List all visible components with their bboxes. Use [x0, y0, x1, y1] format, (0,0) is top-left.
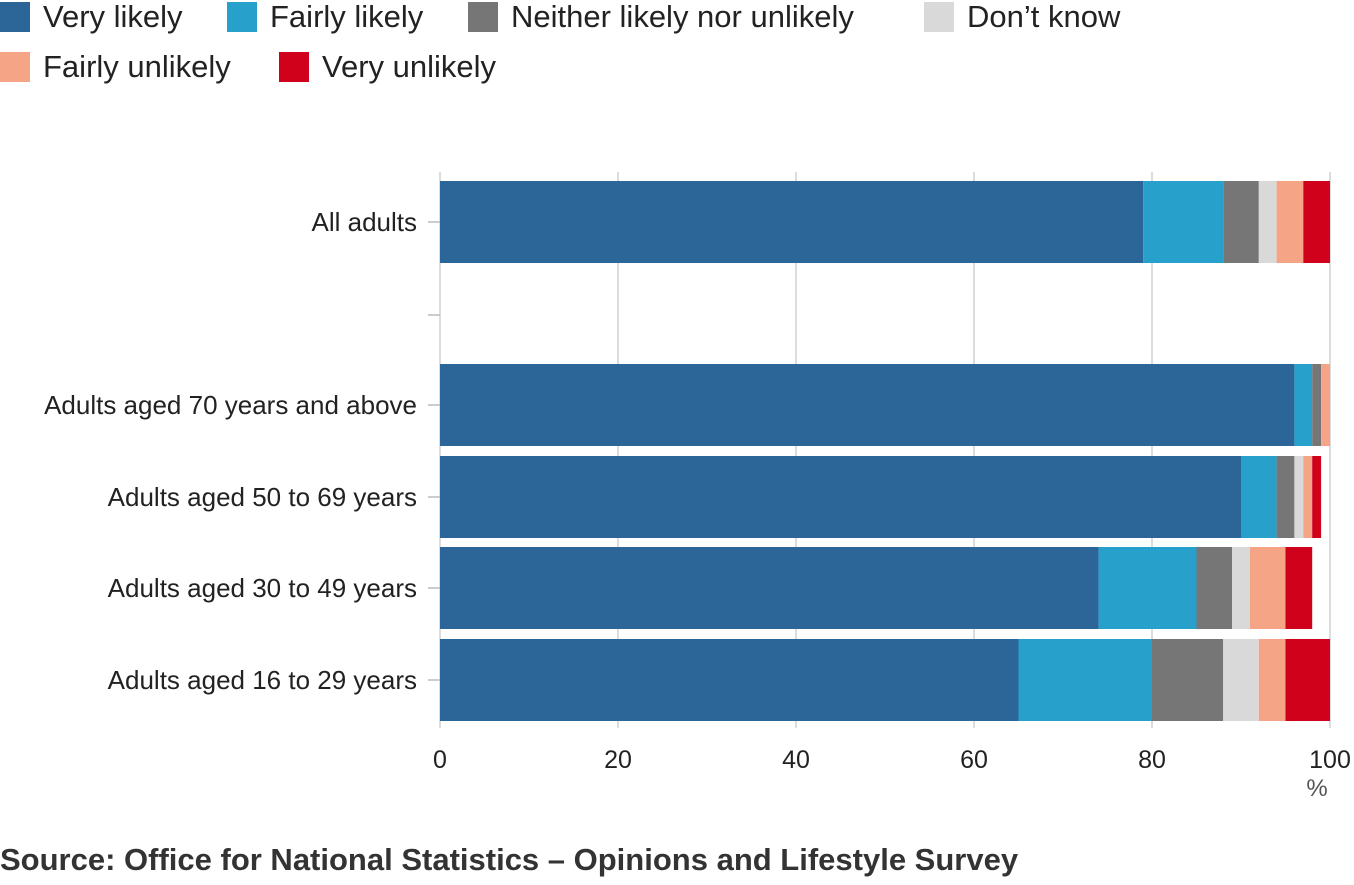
- bar-segment[interactable]: [1276, 181, 1304, 263]
- y-axis: All adults Adults aged 70 years and above…: [44, 207, 440, 695]
- y-tick-label: Adults aged 30 to 49 years: [108, 573, 417, 603]
- legend-label: Very likely: [43, 0, 183, 34]
- bar-segment[interactable]: [1223, 181, 1259, 263]
- legend-swatch: [279, 52, 309, 82]
- bar-segment[interactable]: [1285, 639, 1331, 721]
- bar-segment[interactable]: [1223, 639, 1259, 721]
- bar-segment[interactable]: [1294, 364, 1313, 446]
- legend-label: Don’t know: [967, 0, 1121, 34]
- x-axis: 0 20 40 60 80 100%: [433, 746, 1351, 802]
- y-tick-label: Adults aged 16 to 29 years: [108, 665, 417, 695]
- legend-item-very-unlikely[interactable]: Very unlikely: [279, 49, 497, 84]
- source-note: Source: Office for National Statistics –…: [0, 842, 1019, 877]
- bar-segment[interactable]: [1258, 639, 1286, 721]
- bar-segment[interactable]: [1258, 181, 1277, 263]
- x-tick-label: 60: [960, 746, 988, 774]
- legend-item-very-likely[interactable]: Very likely: [0, 0, 183, 34]
- legend-label: Fairly likely: [270, 0, 424, 34]
- bar-segment[interactable]: [1249, 547, 1286, 629]
- bars: [440, 181, 1330, 721]
- y-tick-label: Adults aged 50 to 69 years: [108, 482, 417, 512]
- bar-segment[interactable]: [1143, 181, 1224, 263]
- legend-item-fairly-unlikely[interactable]: Fairly unlikely: [0, 49, 231, 84]
- bar-segment[interactable]: [1232, 547, 1250, 629]
- legend-swatch: [227, 2, 257, 32]
- legend-label: Very unlikely: [322, 49, 497, 84]
- x-tick-label: 40: [782, 746, 810, 774]
- x-tick-label: 20: [604, 746, 632, 774]
- bar-segment[interactable]: [1321, 364, 1330, 446]
- bar-segment[interactable]: [1018, 639, 1153, 721]
- bar-segment[interactable]: [1303, 456, 1313, 538]
- legend-swatch: [0, 52, 30, 82]
- x-tick-label: 100: [1309, 746, 1351, 774]
- legend-swatch: [468, 2, 498, 32]
- x-tick-label: 0: [433, 746, 447, 774]
- bar-segment[interactable]: [1294, 456, 1304, 538]
- x-tick-label: 80: [1138, 746, 1166, 774]
- bar-segment[interactable]: [440, 181, 1144, 263]
- bar-segment[interactable]: [1196, 547, 1233, 629]
- y-tick-label: Adults aged 70 years and above: [44, 390, 417, 420]
- legend-label: Fairly unlikely: [43, 49, 231, 84]
- bar-segment[interactable]: [1312, 456, 1322, 538]
- legend-item-fairly-likely[interactable]: Fairly likely: [227, 0, 423, 34]
- legend-item-dont-know[interactable]: Don’t know: [924, 0, 1120, 34]
- legend-label: Neither likely nor unlikely: [511, 0, 854, 34]
- bar-segment[interactable]: [1276, 456, 1295, 538]
- bar-segment[interactable]: [1098, 547, 1197, 629]
- bar-segment[interactable]: [1285, 547, 1313, 629]
- y-tick-label: All adults: [312, 207, 418, 237]
- bar-segment[interactable]: [1152, 639, 1224, 721]
- gridlines: [439, 172, 1331, 728]
- legend-item-neither[interactable]: Neither likely nor unlikely: [468, 0, 854, 34]
- stacked-bar-chart: All adults Adults aged 70 years and above…: [44, 172, 1351, 802]
- bar-segment[interactable]: [1312, 364, 1322, 446]
- bar-segment[interactable]: [440, 639, 1019, 721]
- legend-swatch: [924, 2, 954, 32]
- legend-swatch: [0, 2, 30, 32]
- bar-segment[interactable]: [440, 364, 1295, 446]
- bar-segment[interactable]: [1303, 181, 1330, 263]
- bar-segment[interactable]: [440, 547, 1099, 629]
- bar-segment[interactable]: [440, 456, 1241, 538]
- x-axis-label: %: [1306, 775, 1327, 802]
- bar-segment[interactable]: [1241, 456, 1277, 538]
